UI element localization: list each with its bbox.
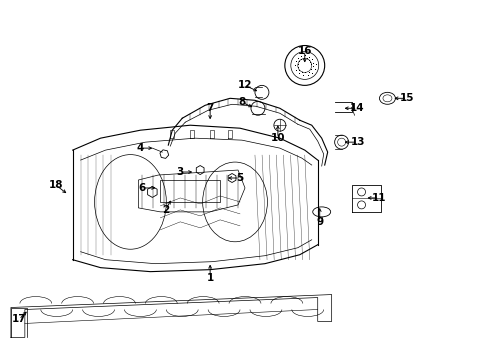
Text: 7: 7 <box>206 103 214 113</box>
Text: 5: 5 <box>236 173 244 183</box>
Text: 10: 10 <box>270 133 285 143</box>
Text: 15: 15 <box>400 93 415 103</box>
Text: 6: 6 <box>139 183 146 193</box>
Text: 1: 1 <box>206 273 214 283</box>
Text: 9: 9 <box>316 217 323 227</box>
Text: 18: 18 <box>49 180 63 190</box>
Text: 4: 4 <box>137 143 144 153</box>
Text: 16: 16 <box>297 45 312 55</box>
Text: 17: 17 <box>12 314 26 324</box>
Text: 11: 11 <box>372 193 387 203</box>
Text: 8: 8 <box>239 97 245 107</box>
Text: 14: 14 <box>350 103 365 113</box>
Text: 13: 13 <box>350 137 365 147</box>
Text: 3: 3 <box>176 167 184 177</box>
Text: 2: 2 <box>162 205 169 215</box>
Text: 12: 12 <box>238 80 252 90</box>
